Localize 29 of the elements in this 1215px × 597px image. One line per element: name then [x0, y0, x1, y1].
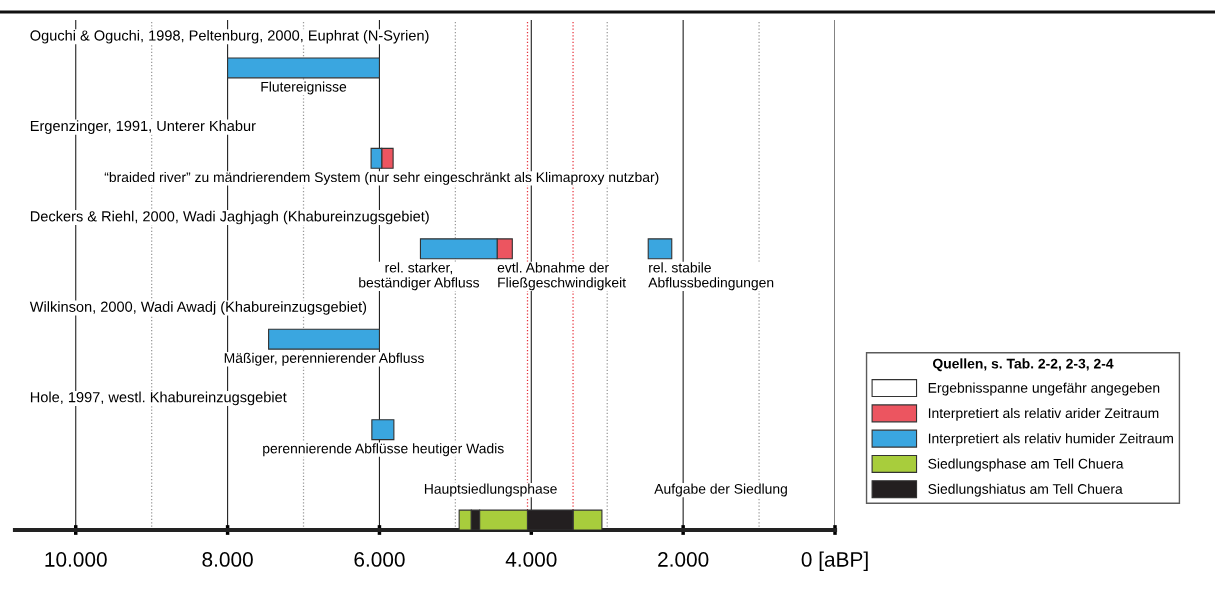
annotation: “braided river” zu mändrierendem System (nur sehr eingeschränkt als Klimaproxy nutzbar): [104, 171, 659, 185]
legend-label: Interpretiert als relativ arider Zeitraum: [928, 407, 1159, 421]
x-tick-label: 6.000: [354, 552, 405, 567]
x-tick-label: 2.000: [658, 552, 709, 567]
bar: [227, 57, 380, 79]
y-tick-label: Ergenzinger, 1991, Unterer Khabur: [30, 120, 256, 134]
y-tick-label: Oguchi & Oguchi, 1998, Peltenburg, 2000, Euphrat (N-Syrien): [30, 29, 429, 44]
y-tick-label: Deckers & Riehl, 2000, Wadi Jaghjagh (Khabureinzugsgebiet): [30, 210, 429, 225]
legend-label: Ergebnisspanne ungefähr angegeben: [928, 382, 1160, 396]
annotation: Hauptsiedlungsphase: [424, 483, 557, 497]
x-tick-label: 4.000: [505, 552, 557, 567]
legend-label: Siedlungsphase am Tell Chuera: [928, 458, 1124, 472]
annotation: Mäßiger, perennierender Abfluss: [224, 352, 424, 366]
annotation: Flutereignisse: [261, 81, 347, 95]
annotation: perennierende Abflüsse heutiger Wadis: [263, 443, 504, 457]
x-tick-label: 10.000: [45, 552, 107, 567]
legend-title: Quellen, s. Tab. 2-2, 2-3, 2-4: [932, 358, 1114, 372]
y-tick-label: Hole, 1997, westl. Khabureinzugsgebiet: [30, 391, 287, 406]
annotation: Aufgabe der Siedlung: [654, 483, 787, 497]
bar: [647, 238, 673, 260]
legend-label: Interpretiert als relativ humider Zeitraum: [928, 433, 1173, 447]
annotation: rel. stabile Abflussbedingungen: [648, 262, 774, 291]
annotation: evtl. Abnahme der Fließgeschwindigkeit: [497, 262, 626, 291]
annotation: rel. starker, beständiger Abfluss: [359, 262, 480, 291]
y-tick-label: Wilkinson, 2000, Wadi Awadj (Khabureinzugsgebiet): [29, 301, 367, 315]
x-tick-label: 8.000: [202, 552, 253, 567]
x-tick-label: 0 [aBP]: [801, 551, 868, 571]
legend-label: Siedlungshiatus am Tell Chuera: [928, 483, 1123, 497]
bar: [371, 419, 395, 441]
